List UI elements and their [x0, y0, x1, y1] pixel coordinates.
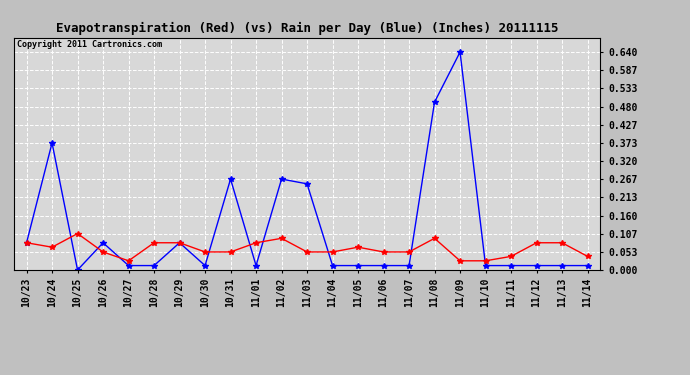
Text: Copyright 2011 Cartronics.com: Copyright 2011 Cartronics.com	[17, 40, 161, 49]
Title: Evapotranspiration (Red) (vs) Rain per Day (Blue) (Inches) 20111115: Evapotranspiration (Red) (vs) Rain per D…	[56, 22, 558, 35]
